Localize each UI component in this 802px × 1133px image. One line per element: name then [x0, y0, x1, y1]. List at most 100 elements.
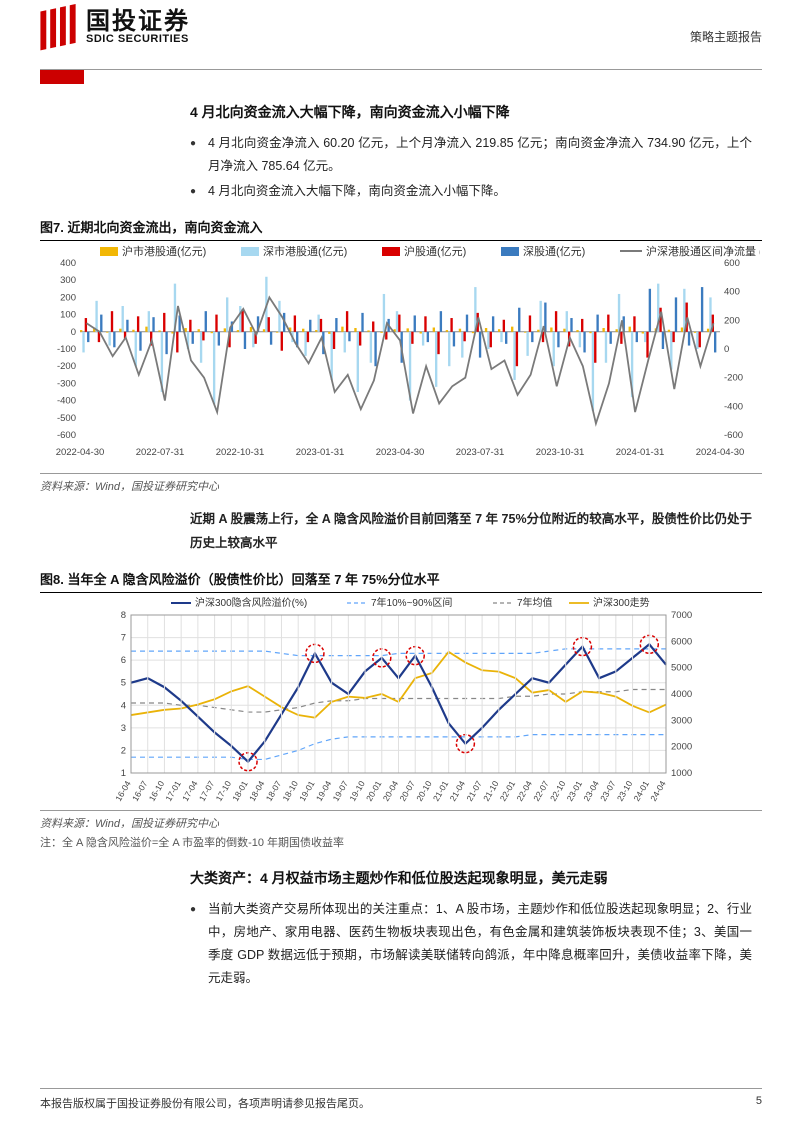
svg-text:21-07: 21-07: [464, 778, 484, 802]
svg-text:20-01: 20-01: [364, 778, 384, 802]
logo-icon: [36, 4, 81, 49]
svg-text:2024-01-31: 2024-01-31: [616, 447, 665, 458]
svg-text:沪市港股通(亿元): 沪市港股通(亿元): [122, 244, 206, 258]
svg-text:16-04: 16-04: [113, 778, 133, 802]
section1-bullets: 4 月北向资金净流入 60.20 亿元，上个月净流入 219.85 亿元；南向资…: [190, 132, 752, 203]
svg-text:沪股通(亿元): 沪股通(亿元): [404, 244, 466, 258]
logo-cn: 国投证券: [86, 9, 190, 34]
fig7-source: 资料来源：Wind，国投证券研究中心: [40, 473, 762, 494]
svg-text:-600: -600: [724, 430, 743, 441]
svg-text:20-04: 20-04: [381, 778, 401, 802]
fig8-title: 图8. 当年全 A 隐含风险溢价（股债性价比）回落至 7 年 75%分位水平: [40, 569, 762, 593]
svg-text:18-04: 18-04: [247, 778, 267, 802]
logo-en: SDIC SECURITIES: [86, 34, 190, 46]
svg-text:-100: -100: [57, 344, 76, 355]
report-type: 策略主题报告: [690, 28, 762, 45]
svg-text:-500: -500: [57, 413, 76, 424]
svg-text:-400: -400: [57, 396, 76, 407]
svg-text:-300: -300: [57, 379, 76, 390]
svg-text:沪深300隐含风险溢价(%): 沪深300隐含风险溢价(%): [195, 596, 307, 609]
svg-text:4000: 4000: [671, 689, 692, 700]
svg-text:22-10: 22-10: [548, 778, 568, 802]
svg-text:-400: -400: [724, 402, 743, 413]
svg-text:24-01: 24-01: [631, 778, 651, 802]
svg-text:18-01: 18-01: [230, 778, 250, 802]
svg-text:7年均值: 7年均值: [517, 596, 553, 609]
svg-text:22-04: 22-04: [514, 778, 534, 802]
svg-text:8: 8: [121, 610, 126, 621]
fig8-source: 资料来源：Wind，国投证券研究中心: [40, 810, 762, 831]
svg-text:300: 300: [60, 276, 76, 287]
svg-text:400: 400: [60, 258, 76, 269]
svg-text:19-01: 19-01: [297, 778, 317, 802]
svg-text:4: 4: [121, 700, 126, 711]
svg-text:21-01: 21-01: [431, 778, 451, 802]
footer: 本报告版权属于国投证券股份有限公司，各项声明请参见报告尾页。 5: [40, 1088, 762, 1111]
svg-text:17-01: 17-01: [163, 778, 183, 802]
fig7-chart: 沪市港股通(亿元)深市港股通(亿元)沪股通(亿元)深股通(亿元)沪深港股通区间净…: [40, 241, 762, 471]
svg-text:0: 0: [724, 344, 729, 355]
fig8-chart: 沪深300隐含风险溢价(%) 7年10%~90%区间 7年均值 沪深300走势 1 2 3 4…: [40, 593, 762, 808]
svg-text:2023-01-31: 2023-01-31: [296, 447, 345, 458]
section1-title: 4 月北向资金流入大幅下降，南向资金流入小幅下降: [190, 102, 762, 122]
svg-text:22-01: 22-01: [498, 778, 518, 802]
logo: 国投证券 SDIC SECURITIES: [40, 8, 190, 46]
svg-text:17-04: 17-04: [180, 778, 200, 802]
svg-text:1000: 1000: [671, 768, 692, 779]
svg-text:24-04: 24-04: [648, 778, 668, 802]
svg-text:19-04: 19-04: [314, 778, 334, 802]
svg-text:200: 200: [60, 293, 76, 304]
svg-text:1: 1: [121, 768, 126, 779]
svg-text:2022-04-30: 2022-04-30: [56, 447, 105, 458]
svg-text:21-10: 21-10: [481, 778, 501, 802]
svg-text:0: 0: [71, 327, 76, 338]
svg-text:100: 100: [60, 310, 76, 321]
svg-text:深市港股通(亿元): 深市港股通(亿元): [263, 244, 347, 258]
svg-text:17-07: 17-07: [197, 778, 217, 802]
svg-text:23-07: 23-07: [598, 778, 618, 802]
fig8-note: 注：全 A 隐含风险溢价=全 A 市盈率的倒数-10 年期国债收益率: [40, 834, 762, 850]
svg-text:21-04: 21-04: [448, 778, 468, 802]
svg-text:23-01: 23-01: [565, 778, 585, 802]
svg-text:-200: -200: [57, 362, 76, 373]
section3-title: 大类资产：4 月权益市场主题炒作和低位股迭起现象明显，美元走弱: [190, 868, 762, 888]
bullet: 当前大类资产交易所体现出的关注重点：1、A 股市场，主题炒作和低位股迭起现象明显…: [190, 898, 752, 991]
svg-text:5000: 5000: [671, 662, 692, 673]
svg-text:-600: -600: [57, 430, 76, 441]
svg-text:6000: 6000: [671, 636, 692, 647]
section3-bullets: 当前大类资产交易所体现出的关注重点：1、A 股市场，主题炒作和低位股迭起现象明显…: [190, 898, 752, 991]
copyright: 本报告版权属于国投证券股份有限公司，各项声明请参见报告尾页。: [40, 1095, 370, 1111]
svg-text:7年10%~90%区间: 7年10%~90%区间: [371, 596, 452, 609]
page-number: 5: [756, 1095, 762, 1111]
svg-text:6: 6: [121, 655, 126, 666]
svg-text:2023-07-31: 2023-07-31: [456, 447, 505, 458]
svg-text:2: 2: [121, 745, 126, 756]
svg-text:17-10: 17-10: [214, 778, 234, 802]
svg-text:22-07: 22-07: [531, 778, 551, 802]
svg-text:7000: 7000: [671, 610, 692, 621]
svg-text:2022-10-31: 2022-10-31: [216, 447, 265, 458]
svg-text:400: 400: [724, 287, 740, 298]
svg-text:200: 200: [724, 316, 740, 327]
svg-text:2023-04-30: 2023-04-30: [376, 447, 425, 458]
svg-text:18-07: 18-07: [264, 778, 284, 802]
svg-text:16-10: 16-10: [147, 778, 167, 802]
svg-text:19-07: 19-07: [331, 778, 351, 802]
svg-text:5: 5: [121, 677, 126, 688]
svg-text:2024-04-30: 2024-04-30: [696, 447, 745, 458]
bullet: 4 月北向资金净流入 60.20 亿元，上个月净流入 219.85 亿元；南向资…: [190, 132, 752, 178]
svg-text:23-04: 23-04: [581, 778, 601, 802]
red-tab-icon: [40, 70, 84, 84]
svg-text:沪深300走势: 沪深300走势: [593, 596, 650, 609]
page-header: 国投证券 SDIC SECURITIES 策略主题报告: [40, 0, 762, 70]
svg-text:600: 600: [724, 258, 740, 269]
svg-text:3: 3: [121, 722, 126, 733]
svg-text:18-10: 18-10: [280, 778, 300, 802]
para2: 近期 A 股震荡上行，全 A 隐含风险溢价目前回落至 7 年 75%分位附近的较…: [190, 508, 752, 554]
svg-text:20-10: 20-10: [414, 778, 434, 802]
svg-text:2023-10-31: 2023-10-31: [536, 447, 585, 458]
svg-text:7: 7: [121, 632, 126, 643]
svg-text:2000: 2000: [671, 741, 692, 752]
svg-text:2022-07-31: 2022-07-31: [136, 447, 185, 458]
svg-text:23-10: 23-10: [615, 778, 635, 802]
